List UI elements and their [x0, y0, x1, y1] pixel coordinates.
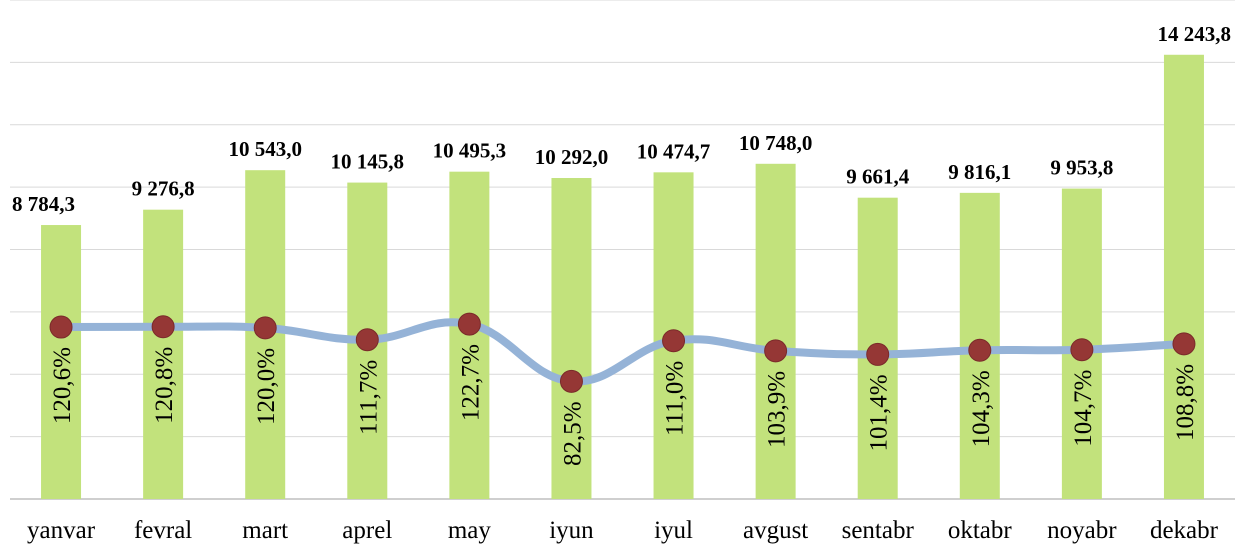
value-label-noyabr: 9 953,8	[1050, 156, 1113, 180]
category-label-may: may	[448, 517, 492, 544]
value-label-may: 10 495,3	[433, 139, 507, 163]
marker-dekabr	[1172, 332, 1196, 356]
category-label-yanvar: yanvar	[27, 517, 96, 544]
bar-iyun	[551, 178, 592, 499]
value-label-dekabr: 14 243,8	[1158, 22, 1232, 46]
percent-label-iyun: 82,5%	[559, 401, 586, 466]
percent-label-yanvar: 120,6%	[49, 347, 76, 424]
percent-label-dekabr: 108,8%	[1172, 364, 1199, 441]
marker-iyul	[662, 329, 686, 353]
value-label-sentabr: 9 661,4	[846, 165, 910, 189]
marker-may	[457, 312, 481, 336]
value-label-avgust: 10 748,0	[739, 131, 813, 155]
percent-label-iyul: 111,0%	[662, 361, 689, 436]
marker-aprel	[355, 328, 379, 352]
category-label-mart: mart	[242, 517, 288, 544]
category-label-iyun: iyun	[549, 517, 594, 544]
value-label-iyun: 10 292,0	[535, 145, 609, 169]
line-series	[57, 318, 1188, 386]
category-label-iyul: iyul	[654, 517, 693, 544]
value-label-iyul: 10 474,7	[637, 139, 711, 163]
marker-mart	[253, 316, 277, 340]
value-label-mart: 10 543,0	[228, 137, 302, 161]
category-labels: yanvar fevral mart aprel may iyun iyul avgust se…	[27, 517, 1219, 544]
percent-label-may: 122,7%	[457, 344, 484, 421]
bar-series	[41, 54, 1204, 500]
growth-line	[57, 318, 1188, 386]
gridlines	[10, 0, 1235, 500]
marker-iyun	[559, 369, 583, 393]
value-label-aprel: 10 145,8	[331, 150, 405, 174]
value-label-fevral: 9 276,8	[132, 177, 195, 201]
value-label-oktabr: 9 816,1	[948, 160, 1011, 184]
marker-yanvar	[49, 315, 73, 339]
category-label-dekabr: dekabr	[1150, 517, 1219, 544]
category-label-aprel: aprel	[342, 517, 392, 544]
category-label-oktabr: oktabr	[948, 517, 1013, 544]
bar-dekabr	[1163, 54, 1204, 500]
value-labels: 8 784,3 9 276,8 10 543,0 10 145,8 10 495,3 10…	[12, 22, 1231, 216]
percent-label-avgust: 103,9%	[764, 371, 791, 448]
percent-label-aprel: 111,7%	[355, 360, 382, 435]
bar-fevral	[143, 209, 184, 499]
marker-fevral	[151, 315, 175, 339]
percent-label-mart: 120,0%	[253, 348, 280, 425]
value-label-yanvar: 8 784,3	[12, 192, 75, 216]
percent-label-oktabr: 104,3%	[968, 370, 995, 447]
category-label-noyabr: noyabr	[1047, 517, 1117, 544]
category-label-fevral: fevral	[134, 517, 192, 544]
category-label-avgust: avgust	[743, 517, 808, 544]
percent-label-fevral: 120,8%	[151, 347, 178, 424]
marker-noyabr	[1070, 338, 1094, 362]
bar-avgust	[755, 163, 796, 499]
marker-oktabr	[968, 338, 992, 362]
marker-sentabr	[866, 342, 890, 366]
marker-avgust	[764, 339, 788, 363]
bar-yanvar	[41, 225, 82, 499]
category-label-sentabr: sentabr	[842, 517, 915, 544]
line-markers	[49, 312, 1196, 393]
percent-labels: 120,6% 120,8% 120,0% 111,7% 122,7% 82,5% 111,0…	[49, 344, 1199, 466]
percent-label-sentabr: 101,4%	[866, 374, 893, 451]
percent-label-noyabr: 104,7%	[1070, 370, 1097, 447]
